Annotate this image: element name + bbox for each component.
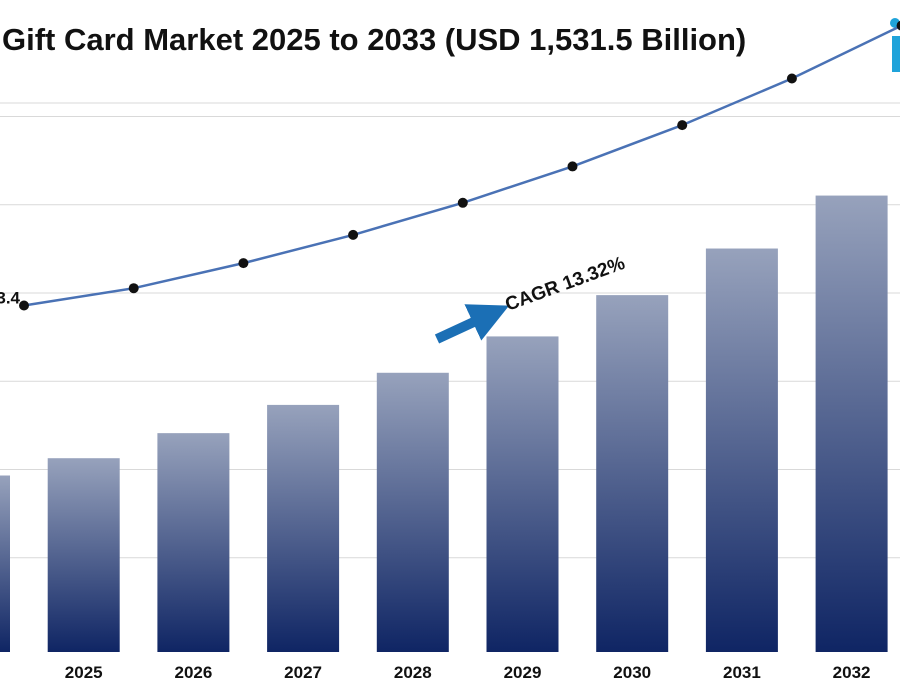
bar-2024 <box>0 475 10 652</box>
bar-2028 <box>376 372 449 652</box>
bar-2032 <box>815 195 888 652</box>
cagr-arrow <box>434 304 510 344</box>
x-tick-label: 2030 <box>613 663 651 682</box>
bar-2030 <box>596 295 669 652</box>
bar-2031 <box>705 248 778 652</box>
trend-point-2031 <box>786 73 797 84</box>
data-label: 53.4 <box>0 289 21 308</box>
x-tick-label: 2028 <box>394 663 432 682</box>
bar-2027 <box>267 404 340 652</box>
x-tick-label: 2032 <box>833 663 871 682</box>
x-tick-label: 2025 <box>65 663 103 682</box>
bar-series <box>0 195 888 652</box>
trend-point-2027 <box>348 229 359 240</box>
trend-line <box>23 24 900 307</box>
data-labels: 53.4 <box>0 289 21 308</box>
bar-2029 <box>486 336 559 652</box>
logo-stem <box>892 36 900 72</box>
trend-point-2025 <box>128 283 139 294</box>
x-axis-ticks: 2025 2026 2027 2028 2029 2030 2031 2032 <box>65 663 871 682</box>
x-tick-label: 2031 <box>723 663 761 682</box>
trend-point-2029 <box>567 161 578 172</box>
bar-2026 <box>157 433 230 652</box>
trend-point-2026 <box>238 258 249 269</box>
chart-title: Gift Card Market 2025 to 2033 (USD 1,531… <box>2 22 747 57</box>
x-tick-label: 2029 <box>504 663 542 682</box>
line-series <box>19 20 900 311</box>
trend-point-2024 <box>19 300 29 311</box>
bar-2025 <box>47 458 120 652</box>
x-tick-label: 2027 <box>284 663 322 682</box>
x-tick-label: 2026 <box>174 663 212 682</box>
trend-point-2030 <box>677 120 688 131</box>
trend-point-2032 <box>896 20 900 31</box>
trend-point-2028 <box>457 197 468 208</box>
